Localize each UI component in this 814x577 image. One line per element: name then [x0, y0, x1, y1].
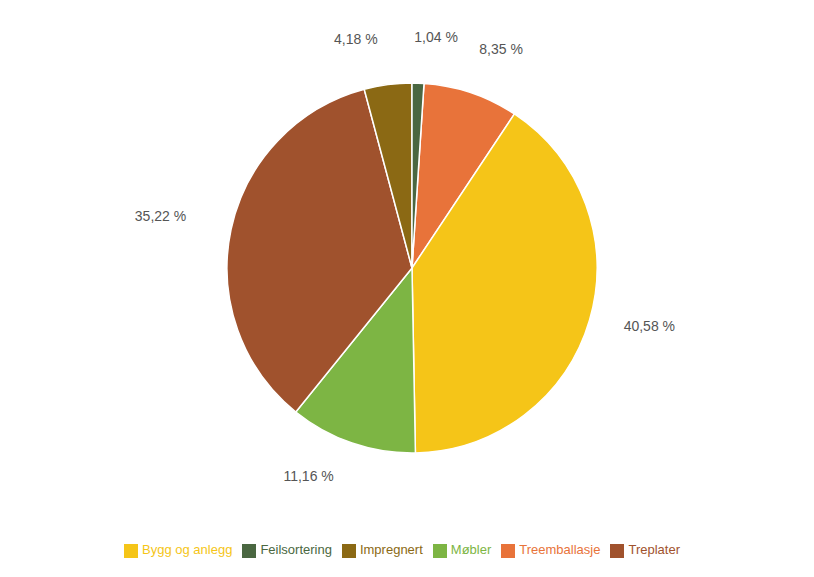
svg-text:8,35 %: 8,35 % — [479, 41, 523, 57]
svg-text:1,04 %: 1,04 % — [414, 29, 458, 45]
svg-text:40,58 %: 40,58 % — [624, 318, 675, 334]
html-text:Feilsortering: Feilsortering — [260, 542, 332, 558]
html-text:Møbler: Møbler — [450, 542, 492, 558]
svg-text:35,22 %: 35,22 % — [135, 208, 186, 224]
svg-text:11,16 %: 11,16 % — [283, 468, 333, 484]
html-text:Treplater: Treplater — [628, 542, 680, 558]
html-text:Treemballasje: Treemballasje — [519, 542, 601, 558]
svg-text:4,18 %: 4,18 % — [334, 31, 378, 47]
html-text:Impregnert: Impregnert — [359, 542, 423, 558]
html-text:Bygg og anlegg: Bygg og anlegg — [142, 542, 233, 558]
